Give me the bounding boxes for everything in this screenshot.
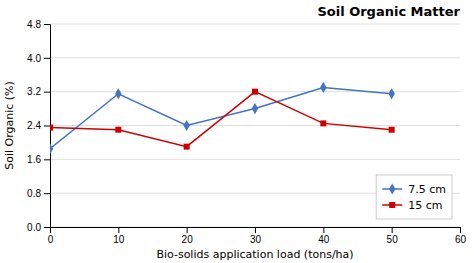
chart: 0 10 20 30 40 50 60 0.0 0.8 1.6 2.4 3.2 4.0 4.8 7.5 cm… (0, 0, 474, 263)
y-axis-tick-label: 4.8 (27, 19, 41, 30)
y-axis-tick: 0.0 (27, 222, 50, 233)
legend-marker (389, 202, 395, 208)
legend-label: 15 cm (408, 199, 442, 212)
series-point (115, 127, 121, 133)
x-axis-tick-label: 40 (318, 234, 330, 245)
series-point (183, 120, 189, 131)
x-axis-tick-label: 20 (182, 234, 194, 245)
y-axis-line (44, 25, 51, 228)
legend-marker (389, 183, 395, 194)
y-axis-tick-mark (44, 24, 50, 25)
x-axis-tick-mark (392, 227, 393, 233)
legend-label: 7.5 cm (408, 183, 446, 196)
x-axis-tick-mark (187, 227, 188, 233)
y-axis-tick-mark (44, 92, 50, 93)
grid-line (50, 125, 460, 126)
x-axis: 0 10 20 30 40 50 60 (48, 227, 467, 245)
series-point (50, 125, 53, 131)
y-axis-tick-label: 4.0 (27, 53, 41, 64)
plot: 0 10 20 30 40 50 60 0.0 0.8 1.6 2.4 3.2 4.0 4.8 7.5 cm… (27, 19, 466, 245)
y-axis-title: Soil Organic (%) (3, 81, 16, 170)
legend: 7.5 cm 15 cm (376, 175, 452, 219)
y-axis-tick: 2.4 (27, 120, 50, 131)
series-point (388, 88, 394, 99)
x-axis-tick-mark (118, 227, 119, 233)
x-axis-line (51, 228, 461, 234)
x-axis-tick: 30 (250, 227, 262, 245)
y-axis-tick-mark (44, 227, 50, 228)
series-point (184, 144, 190, 150)
y-axis-tick-label: 1.6 (27, 154, 41, 165)
x-axis-title: Bio-solids application load (tons/ha) (156, 248, 353, 261)
grid-line (50, 159, 460, 160)
y-axis: 0.0 0.8 1.6 2.4 3.2 4.0 4.8 (27, 19, 50, 233)
x-axis-tick-mark (460, 227, 461, 233)
y-axis-tick-label: 3.2 (27, 86, 41, 97)
y-axis-tick: 3.2 (27, 86, 50, 97)
y-axis-tick-mark (44, 58, 50, 59)
y-axis-tick: 4.8 (27, 19, 50, 30)
x-axis-tick-label: 0 (48, 234, 54, 245)
grid-line (50, 57, 460, 58)
x-axis-tick-label: 60 (455, 234, 467, 245)
x-axis-tick: 40 (318, 227, 330, 245)
x-axis-tick-mark (323, 227, 324, 233)
series-line (50, 87, 392, 148)
x-axis-tick: 10 (113, 227, 125, 245)
y-axis-tick-label: 0.8 (27, 188, 41, 199)
grid (50, 24, 460, 227)
title: Soil Organic Matter (317, 4, 460, 19)
x-axis-tick: 20 (182, 227, 194, 245)
x-axis-tick-label: 10 (113, 234, 125, 245)
y-axis-tick-mark (44, 193, 50, 194)
y-axis-tick: 4.0 (27, 53, 50, 64)
y-axis-tick-mark (44, 159, 50, 160)
y-axis-tick-label: 2.4 (27, 120, 41, 131)
grid-line (50, 24, 460, 25)
series-point (252, 103, 258, 114)
legend-box (376, 175, 452, 219)
y-axis-tick-mark (44, 126, 50, 127)
marks (50, 82, 395, 154)
series-line (50, 92, 392, 147)
y-axis-tick: 0.8 (27, 188, 50, 199)
series-point (389, 127, 395, 133)
series-point (320, 120, 326, 126)
y-axis-tick-label: 0.0 (27, 222, 41, 233)
series-point (320, 82, 326, 93)
x-axis-tick-label: 30 (250, 234, 262, 245)
x-axis-tick-mark (255, 227, 256, 233)
series-point (115, 88, 121, 99)
x-axis-tick: 50 (387, 227, 399, 245)
series-point (50, 143, 53, 154)
y-axis-tick: 1.6 (27, 154, 50, 165)
x-axis-tick: 60 (455, 227, 467, 245)
series-point (252, 89, 258, 95)
x-axis-tick-label: 50 (387, 234, 399, 245)
x-axis-tick: 0 (48, 227, 54, 245)
